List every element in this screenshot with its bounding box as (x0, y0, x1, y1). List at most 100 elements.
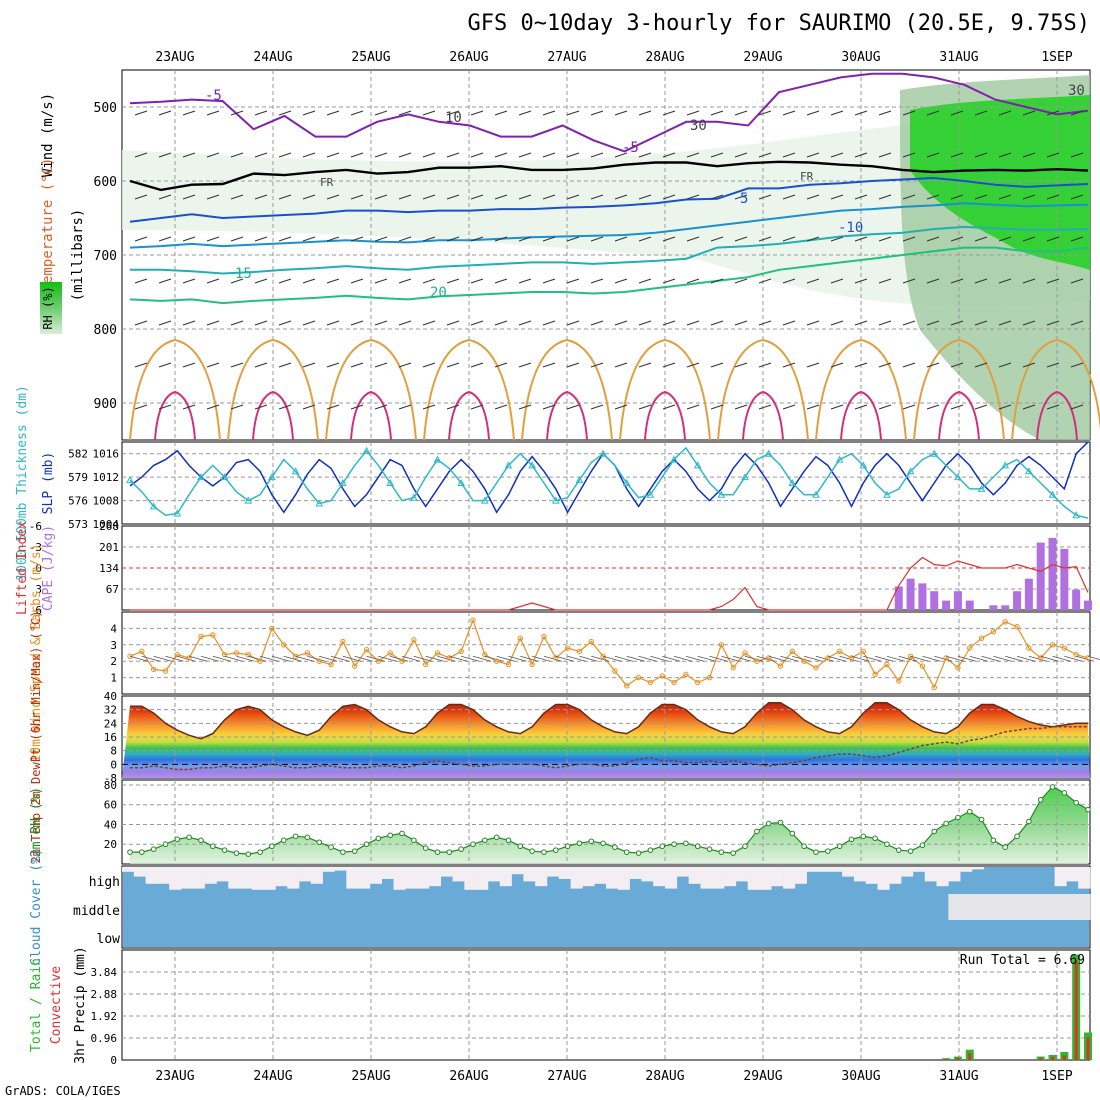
wind-barb (827, 655, 846, 662)
rh-point (647, 847, 654, 853)
thickness-marker (1072, 511, 1081, 519)
wind-barb (830, 362, 844, 368)
thickness-marker (930, 449, 939, 457)
wind-speed-point (150, 666, 157, 673)
wind-barb (374, 404, 388, 410)
wind-barb (806, 404, 820, 410)
wind-speed-point (754, 658, 760, 664)
rh-point (742, 843, 748, 850)
thickness-marker (1001, 461, 1010, 469)
cloud-high-gap (1078, 867, 1091, 889)
rh-point (777, 819, 784, 826)
wind-barb (614, 194, 628, 200)
wind-speed-point (659, 673, 665, 679)
wind-barb (518, 236, 532, 242)
rh-point (316, 839, 323, 846)
wind-barb (614, 278, 628, 284)
wind-barb (806, 194, 820, 200)
wind-barb (614, 404, 628, 410)
wind-barb (200, 655, 220, 662)
cloud-high-gap (606, 867, 619, 889)
wind-barb (782, 194, 796, 200)
wind-speed-point (848, 655, 855, 661)
wind-barb (283, 655, 302, 662)
wind-barb (686, 278, 700, 284)
cloud-high-gap (653, 867, 666, 887)
wind-barb (470, 194, 484, 200)
thickness-marker (197, 473, 205, 481)
wind-barb (806, 110, 820, 116)
wind-barb (532, 655, 551, 662)
rh-point (919, 842, 926, 849)
wind-barb (158, 110, 172, 116)
wind-barb (398, 404, 412, 410)
thickness-marker (315, 499, 324, 507)
wind-barb (602, 655, 622, 662)
wind-barb (543, 655, 563, 662)
precip-ylabel: 3hr Precip (mm) (73, 946, 88, 1063)
warm-contour (521, 338, 613, 441)
wind-speed-point (825, 655, 831, 661)
cloud-high-gap (842, 867, 855, 877)
wind-barb (153, 655, 172, 662)
rh-point (813, 849, 819, 855)
wind-barb (271, 655, 291, 662)
cloud-middle-gap (948, 894, 961, 920)
wind-speed-point (316, 658, 322, 664)
hot-contour (350, 390, 392, 441)
cloud-high-gap (936, 867, 949, 887)
rh-point (671, 841, 677, 848)
wind-barb (878, 278, 892, 284)
wind-barb (422, 236, 436, 242)
top-date-label: 31AUG (939, 50, 978, 65)
wind-barb (950, 194, 964, 200)
cloud-high-gap (310, 867, 323, 884)
wind-barb (134, 152, 148, 158)
wind-barb (926, 152, 940, 158)
rh-ylabel: 2m RH (%) (29, 787, 44, 857)
wind-legend-label: Wind (m/s) (40, 93, 56, 177)
cape-bar (1024, 578, 1033, 610)
thickness-marker (741, 473, 749, 481)
rh-point (351, 848, 358, 854)
contour-annotation: 10 (445, 110, 462, 126)
cloud-high-gap (676, 867, 689, 877)
rh-point (363, 841, 370, 848)
precip-total-legend: Total / Rain (29, 958, 44, 1052)
thickness-marker (339, 478, 347, 486)
wind-barb (614, 655, 634, 662)
cloud-middle-gap (960, 894, 973, 920)
cape-tick-label: 268 (99, 520, 119, 533)
wind-barb (422, 320, 436, 326)
wind-barb (542, 404, 556, 410)
wind-barb (839, 655, 858, 662)
wind-barb (686, 236, 700, 242)
wind-barb (278, 278, 292, 284)
cloud-high-gap (688, 867, 701, 884)
wind-barb (782, 278, 796, 284)
wind-barb (182, 194, 196, 200)
rh-point (1049, 784, 1056, 790)
rh-point (860, 833, 867, 840)
wind-barb (350, 362, 364, 368)
cloud-high-gap (912, 867, 926, 872)
cloud-high-gap (747, 867, 760, 890)
wind-barb (638, 278, 652, 284)
wind-barb (758, 152, 772, 158)
wind-barb (1005, 655, 1024, 662)
wind-speed-point (1026, 645, 1032, 651)
wind-barb (902, 278, 916, 284)
cloud-high-gap (464, 867, 477, 890)
wind-barb (686, 110, 700, 116)
rh-point (304, 834, 311, 841)
wind-barb (614, 236, 628, 242)
wind-barb (1046, 110, 1060, 116)
top-date-label: 30AUG (841, 50, 880, 65)
cape-bar (1060, 548, 1069, 610)
wind-barb (902, 404, 916, 410)
wind-barb (830, 194, 844, 200)
rh-point (221, 847, 228, 853)
wind-barb (782, 110, 796, 116)
wind-barb (566, 194, 580, 200)
temperature-ylabel: 2m Temp 2m DewPt (6hr Min/Max) (°C) (29, 611, 43, 864)
